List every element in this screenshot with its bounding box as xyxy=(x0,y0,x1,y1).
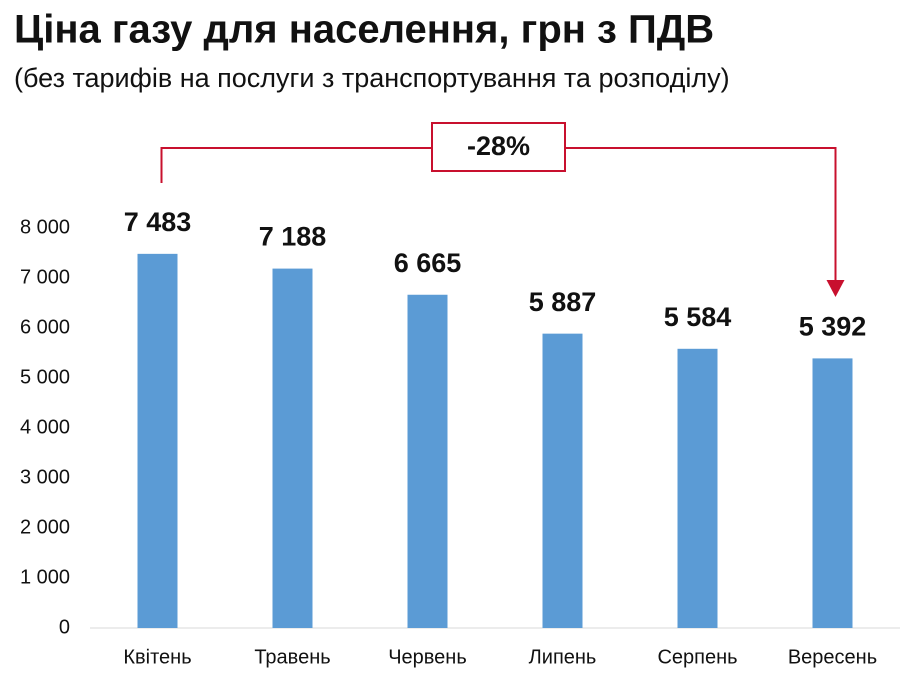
y-tick-label: 1 000 xyxy=(20,566,70,588)
y-tick-label: 7 000 xyxy=(20,266,70,288)
x-tick-label: Липень xyxy=(529,646,597,668)
y-tick-label: 8 000 xyxy=(20,216,70,238)
chart-subtitle: (без тарифів на послуги з транспортуванн… xyxy=(14,63,730,93)
bar xyxy=(407,294,448,628)
annotation-bracket xyxy=(160,147,837,282)
y-tick-label: 6 000 xyxy=(20,316,70,338)
value-label: 5 584 xyxy=(664,302,732,332)
bar xyxy=(542,333,583,628)
x-tick-label: Квітень xyxy=(123,646,191,668)
bar xyxy=(812,358,853,628)
y-tick-label: 0 xyxy=(59,616,70,638)
annotation-arrow xyxy=(826,280,845,297)
bar xyxy=(677,348,718,628)
x-tick-label: Серпень xyxy=(657,646,737,668)
y-tick-label: 4 000 xyxy=(20,416,70,438)
value-label: 5 887 xyxy=(529,287,597,317)
y-tick-label: 3 000 xyxy=(20,466,70,488)
value-label: 5 392 xyxy=(799,312,867,342)
x-tick-label: Травень xyxy=(254,646,330,668)
annotation-box xyxy=(431,122,566,172)
value-label: 7 483 xyxy=(124,207,192,237)
chart-title: Ціна газу для населення, грн з ПДВ xyxy=(14,8,714,52)
x-tick-label: Червень xyxy=(388,646,467,668)
annotation-label: -28% xyxy=(467,131,530,161)
y-tick-label: 5 000 xyxy=(20,366,70,388)
y-tick-label: 2 000 xyxy=(20,516,70,538)
bar xyxy=(137,253,178,628)
value-label: 6 665 xyxy=(394,248,462,278)
x-tick-label: Вересень xyxy=(788,646,877,668)
bar xyxy=(272,268,313,628)
value-label: 7 188 xyxy=(259,222,327,252)
